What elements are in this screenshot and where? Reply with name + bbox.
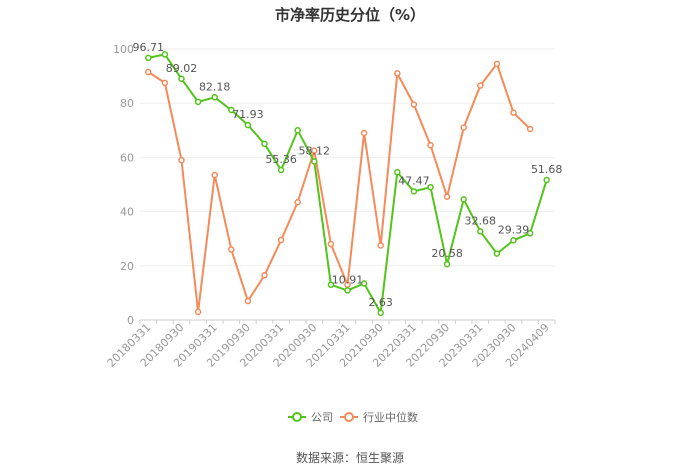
chart-title: 市净率历史分位（%） xyxy=(275,6,425,24)
series-1 xyxy=(145,60,534,316)
legend-label: 行业中位数 xyxy=(363,410,418,424)
data-point xyxy=(443,193,451,200)
data-point xyxy=(394,169,401,176)
data-point xyxy=(178,156,185,164)
data-point xyxy=(228,246,235,253)
data-point xyxy=(526,125,534,133)
y-tick-label: 20 xyxy=(120,260,134,273)
data-point xyxy=(161,51,169,58)
data-label: 82.18 xyxy=(199,80,231,93)
legend-swatch-marker xyxy=(344,412,354,422)
data-label: 51.68 xyxy=(531,163,563,176)
data-point xyxy=(377,309,384,317)
legend[interactable]: 公司 行业中位数 xyxy=(288,410,418,424)
data-point xyxy=(510,109,517,116)
data-point xyxy=(294,198,301,206)
data-point xyxy=(344,287,351,294)
data-point xyxy=(394,70,401,77)
data-point xyxy=(244,297,252,305)
data-label: 32.68 xyxy=(465,214,497,227)
data-point xyxy=(460,196,467,203)
y-tick-label: 60 xyxy=(120,151,134,164)
data-point xyxy=(311,147,318,154)
data-point xyxy=(194,308,202,316)
data-label: 96.71 xyxy=(133,41,165,54)
data-label: 55.36 xyxy=(265,153,297,166)
series-layer xyxy=(145,51,550,317)
data-label: 29.39 xyxy=(498,223,530,236)
data-point xyxy=(228,106,235,114)
legend-item-1[interactable]: 行业中位数 xyxy=(340,410,418,424)
data-point xyxy=(244,121,252,129)
data-point xyxy=(493,60,501,68)
y-tick-label: 0 xyxy=(127,314,134,327)
data-label: 20.58 xyxy=(431,247,463,260)
data-point xyxy=(543,176,550,184)
legend-item-0[interactable]: 公司 xyxy=(288,411,333,424)
data-point xyxy=(526,230,534,237)
data-point xyxy=(145,54,152,62)
data-point xyxy=(360,129,368,137)
series-line xyxy=(147,61,531,313)
y-tick-label: 100 xyxy=(113,43,134,56)
series-0 xyxy=(145,51,550,317)
data-point xyxy=(178,75,185,83)
y-axis: 0 20 40 60 80 100 xyxy=(113,43,134,327)
grid-lines xyxy=(140,48,555,321)
y-tick-label: 40 xyxy=(120,206,134,219)
data-point xyxy=(311,158,318,165)
data-point xyxy=(510,237,517,244)
data-point xyxy=(460,124,467,131)
data-point xyxy=(261,272,268,279)
data-label: 71.93 xyxy=(232,108,264,121)
legend-swatch-marker xyxy=(292,412,302,422)
data-point xyxy=(194,98,202,106)
data-label: 47.47 xyxy=(398,174,430,187)
data-point xyxy=(277,236,285,244)
data-point xyxy=(360,280,368,287)
data-point xyxy=(477,228,484,235)
data-point xyxy=(327,281,335,289)
data-point xyxy=(410,188,418,195)
data-point xyxy=(327,240,335,248)
data-point xyxy=(493,250,501,257)
data-label: 58.12 xyxy=(299,144,331,157)
data-label: 89.02 xyxy=(166,62,198,75)
data-point xyxy=(427,141,434,149)
data-point xyxy=(211,171,218,179)
legend-label: 公司 xyxy=(311,411,333,424)
data-point xyxy=(443,260,451,268)
data-label: 10.91 xyxy=(332,273,364,286)
x-axis: 2018033120180930201903312019093020200331… xyxy=(105,320,556,370)
data-point xyxy=(410,101,418,108)
data-point xyxy=(161,79,169,87)
data-point xyxy=(277,166,285,174)
data-point xyxy=(427,183,434,191)
data-point xyxy=(477,82,484,89)
data-point xyxy=(261,140,268,148)
y-tick-label: 80 xyxy=(120,97,134,110)
data-label: 2.63 xyxy=(368,296,393,309)
source-note: 数据来源：恒生聚源 xyxy=(296,450,404,465)
data-point xyxy=(377,242,384,249)
data-point xyxy=(294,127,301,134)
data-point xyxy=(145,68,152,76)
data-point xyxy=(211,94,218,101)
